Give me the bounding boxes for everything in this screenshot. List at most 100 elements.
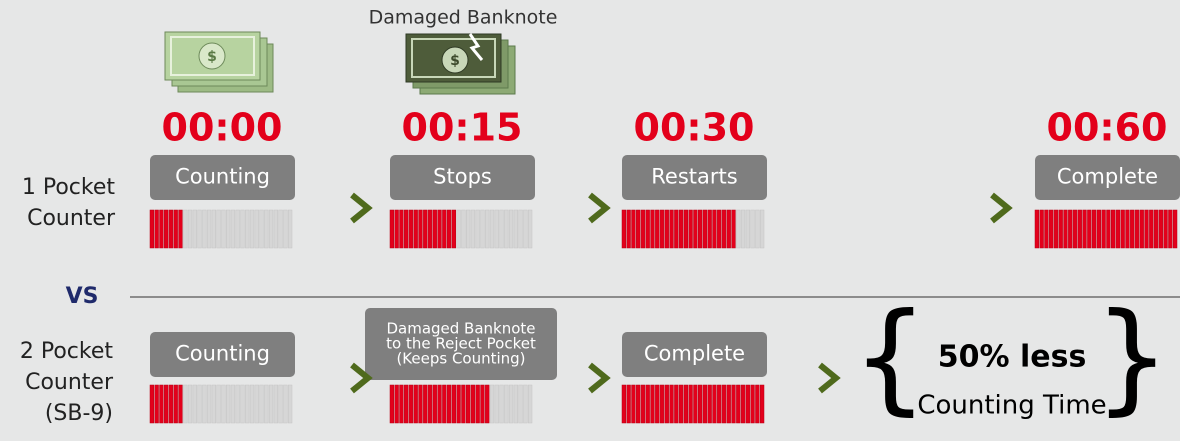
progress-segment — [255, 385, 259, 423]
step-label: Complete — [1057, 165, 1158, 189]
progress-segment — [202, 210, 206, 248]
progress-segment — [466, 385, 470, 423]
progress-segment — [1054, 210, 1058, 248]
progress-segment — [414, 210, 418, 248]
progress-segment — [169, 210, 173, 248]
svg-text:$: $ — [207, 49, 217, 65]
progress-segment — [274, 385, 278, 423]
progress-segment — [1126, 210, 1130, 248]
progress-segment — [694, 210, 698, 248]
progress-segment — [395, 210, 399, 248]
progress-segment — [283, 385, 287, 423]
progress-segment — [395, 385, 399, 423]
progress-segment — [198, 210, 202, 248]
progress-segment — [500, 385, 504, 423]
progress-segment — [226, 210, 230, 248]
progress-segment — [288, 385, 292, 423]
progress-segment — [641, 210, 645, 248]
progress-segment — [471, 385, 475, 423]
progress-segment — [212, 210, 216, 248]
step-label: Complete — [644, 342, 745, 366]
progress-segment — [674, 385, 678, 423]
progress-filled — [150, 210, 182, 248]
progress-segment — [419, 385, 423, 423]
progress-segment — [519, 210, 523, 248]
progress-segment — [462, 210, 466, 248]
time: 00:00 — [162, 106, 283, 150]
progress-segment — [476, 210, 480, 248]
progress-segment — [703, 210, 707, 248]
progress-segment — [736, 385, 740, 423]
progress-segment — [217, 210, 221, 248]
progress-segment — [179, 385, 183, 423]
progress-segment — [404, 385, 408, 423]
time: 00:60 — [1047, 106, 1168, 150]
progress-segment — [509, 210, 513, 248]
progress-segment — [471, 210, 475, 248]
progress-segment — [523, 385, 527, 423]
progress-segment — [490, 385, 494, 423]
progress-segment — [409, 385, 413, 423]
progress-filled — [390, 385, 489, 423]
progress-segment — [670, 210, 674, 248]
progress-segment — [655, 385, 659, 423]
progress-segment — [665, 210, 669, 248]
progress-segment — [1116, 210, 1120, 248]
damaged-banknote-icon: $ — [406, 34, 515, 94]
progress-segment — [202, 385, 206, 423]
progress-segment — [264, 210, 268, 248]
progress-segment — [466, 210, 470, 248]
progress-segment — [164, 385, 168, 423]
progress-segment — [150, 210, 154, 248]
progress-segment — [651, 385, 655, 423]
progress-segment — [1149, 210, 1153, 248]
step-label: (Keeps Counting) — [396, 350, 525, 368]
progress-segment — [400, 210, 404, 248]
progress-segment — [528, 385, 532, 423]
progress-segment — [250, 385, 254, 423]
progress-segment — [1130, 210, 1134, 248]
progress-segment — [495, 385, 499, 423]
progress-segment — [236, 385, 240, 423]
progress-segment — [169, 385, 173, 423]
progress-segment — [751, 210, 755, 248]
progress-segment — [269, 385, 273, 423]
progress-segment — [400, 385, 404, 423]
row-label: Counter — [25, 370, 114, 395]
progress-segment — [245, 210, 249, 248]
progress-segment — [288, 210, 292, 248]
progress-segment — [495, 210, 499, 248]
progress-segment — [1164, 210, 1168, 248]
progress-segment — [703, 385, 707, 423]
progress-segment — [732, 385, 736, 423]
progress-segment — [651, 210, 655, 248]
progress-segment — [665, 385, 669, 423]
progress-segment — [523, 210, 527, 248]
progress-segment — [1035, 210, 1039, 248]
progress-segment — [722, 210, 726, 248]
progress-segment — [1111, 210, 1115, 248]
row-label: Counter — [27, 206, 116, 231]
progress-segment — [390, 210, 394, 248]
progress-segment — [755, 385, 759, 423]
progress-segment — [727, 210, 731, 248]
row-label: 1 Pocket — [22, 175, 116, 200]
progress-segment — [226, 385, 230, 423]
progress-segment — [1140, 210, 1144, 248]
progress-segment — [636, 385, 640, 423]
progress-segment — [1087, 210, 1091, 248]
progress-segment — [741, 385, 745, 423]
progress-segment — [260, 385, 264, 423]
progress-segment — [1083, 210, 1087, 248]
progress-segment — [646, 385, 650, 423]
progress-segment — [660, 385, 664, 423]
progress-segment — [198, 385, 202, 423]
progress-segment — [627, 385, 631, 423]
progress-segment — [283, 210, 287, 248]
progress-segment — [279, 210, 283, 248]
progress-segment — [746, 210, 750, 248]
progress-segment — [514, 210, 518, 248]
progress-segment — [1097, 210, 1101, 248]
progress-segment — [1092, 210, 1096, 248]
progress-segment — [1064, 210, 1068, 248]
